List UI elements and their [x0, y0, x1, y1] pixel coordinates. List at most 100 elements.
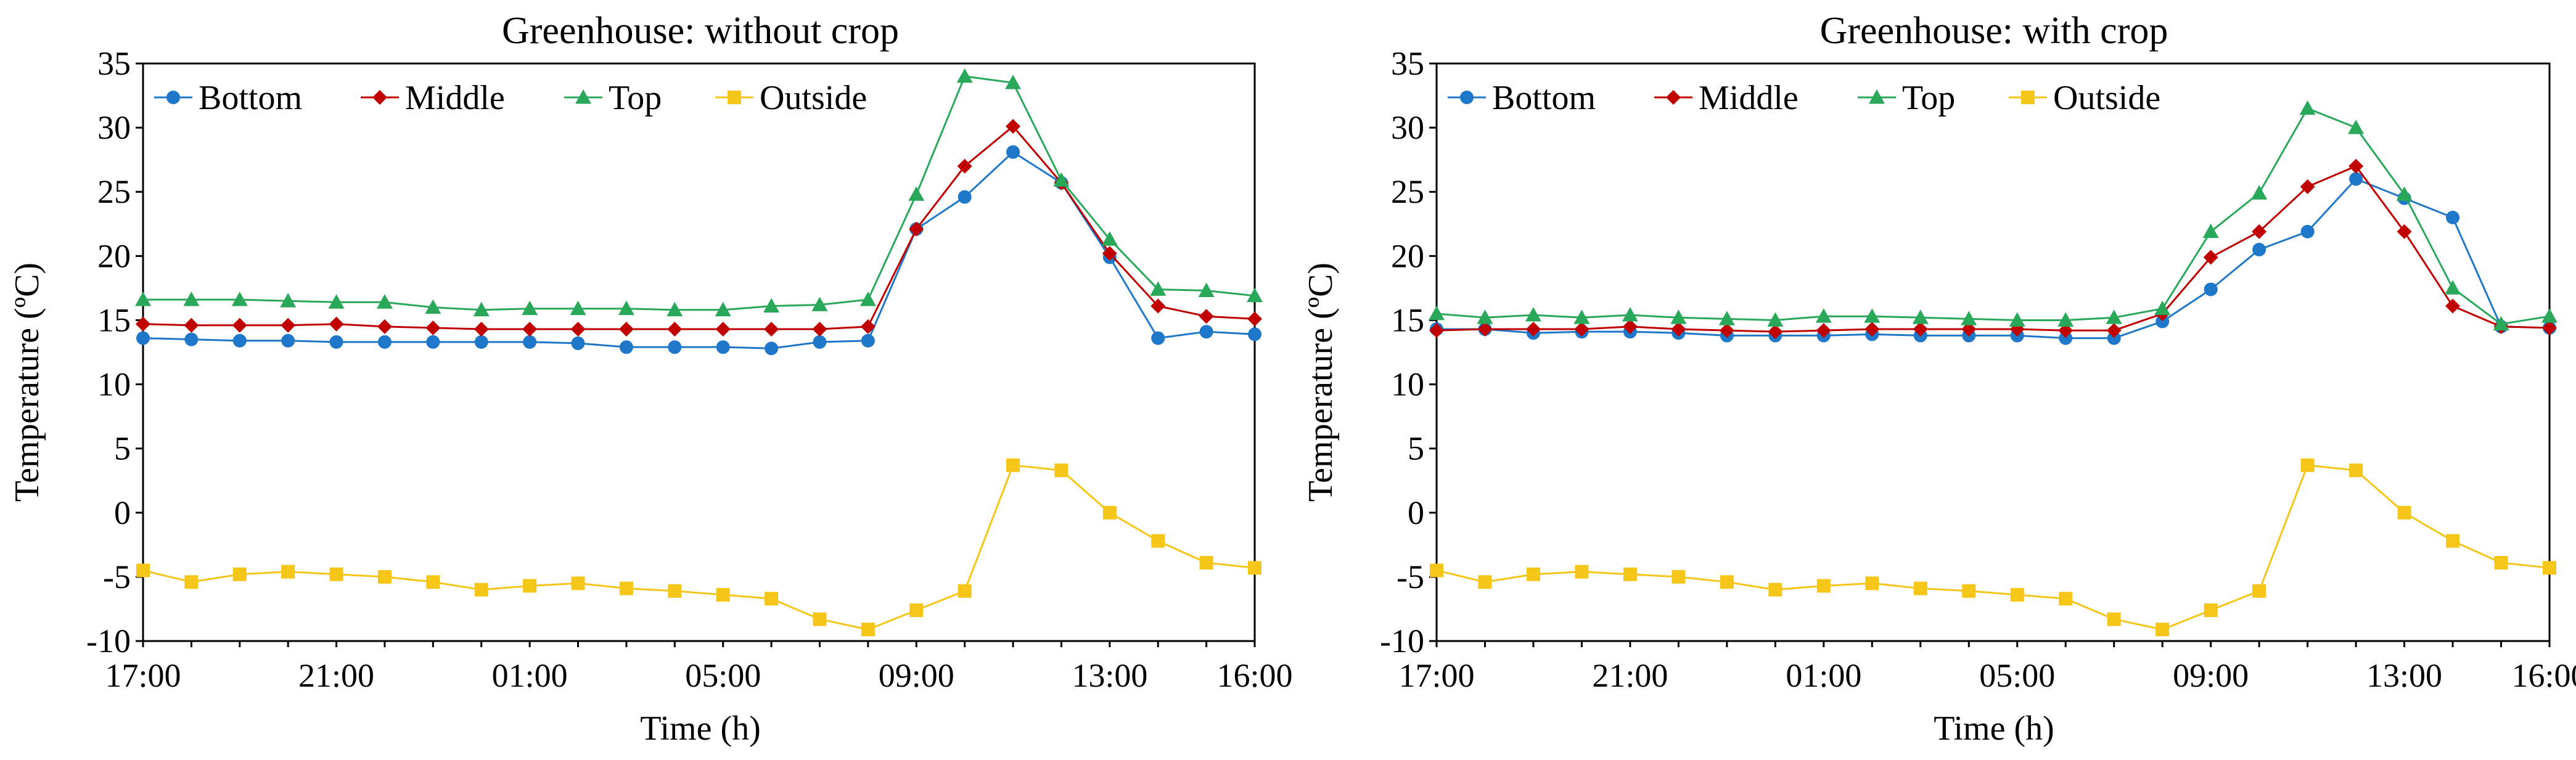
series-top: [135, 68, 1263, 317]
legend-label: Outside: [2053, 79, 2160, 117]
data-point: [1102, 505, 1117, 520]
y-axis-label: Temperature (ºC): [8, 263, 46, 502]
data-point: [2107, 331, 2121, 345]
x-tick-label: 17:00: [105, 657, 181, 694]
x-tick-label: 17:00: [1398, 657, 1474, 694]
data-point: [2252, 584, 2266, 598]
series-line: [142, 150, 1255, 349]
data-point: [958, 190, 972, 204]
data-point: [280, 293, 297, 308]
data-point: [2299, 100, 2316, 115]
data-point: [1102, 246, 1117, 261]
data-point: [909, 221, 924, 237]
series-middle: [1429, 158, 2557, 340]
data-point: [909, 603, 924, 618]
data-point: [281, 317, 296, 333]
data-point: [184, 332, 199, 346]
y-tick-label: 15: [97, 301, 131, 338]
data-point: [232, 317, 247, 333]
plot-frame: [1435, 62, 2551, 642]
data-point: [2446, 210, 2460, 224]
data-point: [1574, 322, 1589, 337]
series-line: [143, 75, 1255, 311]
data-point: [1622, 319, 1638, 334]
x-tick-label: 05:00: [1979, 657, 2055, 694]
y-tick-label: 35: [97, 45, 131, 82]
x-tick-label: 21:00: [298, 657, 374, 694]
data-point: [956, 68, 973, 83]
data-point: [2156, 623, 2170, 637]
data-point: [1526, 567, 1540, 581]
data-point: [1672, 570, 1686, 584]
data-point: [1961, 311, 1977, 325]
series-outside: [1430, 458, 2556, 637]
data-point: [861, 623, 875, 637]
y-tick-label: 0: [1408, 494, 1424, 531]
x-tick-label: 09:00: [879, 657, 954, 694]
data-point: [2397, 224, 2412, 239]
data-point: [473, 301, 490, 317]
data-point: [1670, 309, 1687, 324]
y-tick-label: -5: [1397, 558, 1424, 595]
data-point: [958, 584, 972, 598]
data-point: [2493, 316, 2509, 331]
data-point: [281, 333, 295, 348]
data-point: [618, 322, 634, 337]
y-tick-label: -10: [86, 623, 131, 660]
data-point: [1005, 75, 1022, 89]
data-point: [2300, 458, 2315, 472]
data-point: [813, 335, 827, 349]
data-point: [1150, 281, 1167, 296]
chart-title: Greenhouse: with crop: [1820, 10, 2168, 52]
data-point: [668, 340, 682, 354]
series-line: [142, 464, 1255, 631]
data-point: [1816, 579, 1831, 593]
data-point: [136, 563, 150, 578]
data-point: [2252, 224, 2267, 239]
data-point: [2541, 308, 2558, 323]
data-point: [618, 300, 634, 316]
data-point: [2058, 323, 2074, 338]
x-tick-label: 05:00: [685, 657, 761, 694]
data-point: [1430, 563, 1443, 578]
data-point: [716, 340, 730, 354]
x-tick-label: 16:00: [2511, 657, 2576, 694]
data-point: [183, 292, 200, 306]
y-tick-label: 25: [1391, 173, 1424, 210]
chart-with-crop: Greenhouse: with crop Time (h) Temperatu…: [1302, 10, 2576, 748]
data-point: [2445, 298, 2461, 314]
y-tick-label: 25: [97, 173, 131, 210]
data-point: [1719, 323, 1734, 338]
data-point: [1913, 581, 1927, 595]
series-bottom: [136, 145, 1261, 356]
y-tick-label: 5: [114, 430, 131, 467]
data-point: [619, 581, 633, 595]
data-point: [619, 340, 633, 354]
data-point: [2154, 300, 2171, 316]
series-line: [1436, 165, 2550, 333]
data-point: [2057, 312, 2074, 327]
data-point: [2106, 323, 2122, 338]
x-axis-label: Time (h): [1934, 709, 2054, 748]
data-point: [329, 567, 343, 581]
chart-without-crop: Greenhouse: without crop Time (h) Temper…: [8, 10, 1293, 748]
series-line: [1436, 464, 2550, 631]
data-point: [2251, 185, 2268, 200]
data-point: [1429, 306, 1445, 321]
data-point: [1525, 322, 1541, 337]
data-point: [861, 333, 875, 348]
y-tick-label: 10: [1391, 366, 1424, 403]
data-point: [2010, 588, 2024, 602]
data-point: [1913, 322, 1928, 337]
legend: Bottom Middle Top Outside: [154, 79, 867, 117]
data-point: [2107, 612, 2121, 626]
data-point: [377, 319, 392, 334]
x-tick-label: 01:00: [492, 657, 568, 694]
data-point: [859, 292, 876, 306]
legend-marker: [1460, 91, 1474, 104]
data-point: [1054, 464, 1069, 478]
data-point: [2300, 224, 2315, 239]
data-point: [1864, 322, 1880, 337]
data-point: [1671, 322, 1686, 337]
